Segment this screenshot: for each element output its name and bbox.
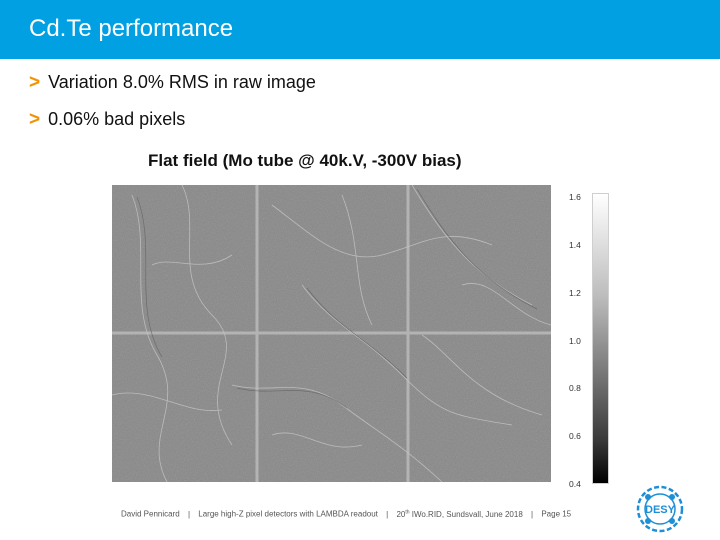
footer-event-name: IWo.RID, Sundsvall, June 2018 bbox=[409, 509, 523, 519]
bullet-text: Variation 8.0% RMS in raw image bbox=[48, 72, 316, 92]
logo-text: DESY bbox=[645, 504, 676, 516]
bullet-text: 0.06% bad pixels bbox=[48, 109, 186, 129]
figure-caption: Flat field (Mo tube @ 40k.V, -300V bias) bbox=[148, 151, 462, 170]
footer-separator: | bbox=[386, 509, 389, 519]
sensor-gap-lines bbox=[112, 185, 551, 482]
desy-logo: DESY bbox=[636, 485, 684, 533]
colorbar-tick-label: 1.6 bbox=[569, 192, 581, 202]
footer-event: 20th IWo.RID, Sundsvall, June 2018 bbox=[396, 509, 523, 519]
footer-event-ordinal: th bbox=[405, 509, 410, 515]
footer-page-number: Page 15 bbox=[541, 509, 572, 519]
footer: David Pennicard | Large high-Z pixel det… bbox=[121, 509, 571, 519]
colorbar-tick-label: 0.8 bbox=[569, 383, 581, 393]
colorbar-tick-label: 0.4 bbox=[569, 479, 581, 489]
flat-field-image bbox=[112, 185, 551, 482]
defect-traces-dark bbox=[136, 188, 538, 409]
colorbar-tick-label: 1.2 bbox=[569, 288, 581, 298]
footer-separator: | bbox=[187, 509, 191, 519]
footer-talk-title: Large high-Z pixel detectors with LAMBDA… bbox=[198, 509, 378, 519]
colorbar bbox=[592, 193, 609, 484]
bullet-item: >0.06% bad pixels bbox=[29, 109, 185, 131]
slide-title: Cd.Te performance bbox=[29, 15, 234, 42]
bullet-arrow-icon: > bbox=[29, 72, 41, 93]
footer-event-number: 20 bbox=[396, 509, 406, 519]
defect-traces bbox=[112, 185, 551, 482]
colorbar-tick-label: 1.0 bbox=[569, 336, 581, 346]
footer-author: David Pennicard bbox=[121, 509, 180, 519]
title-bar: Cd.Te performance bbox=[0, 0, 720, 59]
colorbar-tick-label: 1.4 bbox=[569, 240, 581, 250]
bullet-item: > Variation 8.0% RMS in raw image bbox=[29, 72, 316, 94]
colorbar-tick-label: 0.6 bbox=[569, 431, 581, 441]
footer-separator: | bbox=[531, 509, 534, 519]
bullet-arrow-icon: > bbox=[29, 109, 41, 130]
